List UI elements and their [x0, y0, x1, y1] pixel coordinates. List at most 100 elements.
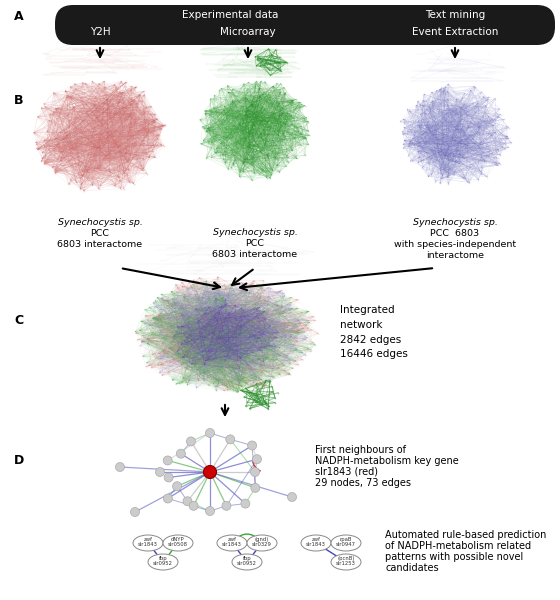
Point: [156, 360, 165, 370]
Point: [276, 370, 284, 380]
Point: [200, 106, 209, 116]
Point: [162, 301, 171, 310]
Point: [444, 172, 452, 182]
Point: [236, 111, 245, 121]
Point: [175, 301, 184, 311]
Point: [77, 171, 86, 181]
Point: [427, 88, 436, 97]
Point: [493, 161, 502, 170]
Point: [154, 310, 163, 320]
Point: [172, 298, 181, 307]
Point: [257, 375, 266, 385]
Point: [413, 121, 422, 130]
Point: [211, 287, 220, 297]
Point: [229, 386, 238, 395]
Point: [273, 161, 282, 170]
Point: [151, 296, 160, 305]
Point: [232, 368, 241, 378]
Point: [140, 319, 149, 328]
Point: [283, 58, 292, 67]
Point: [283, 109, 292, 118]
Point: [276, 85, 284, 94]
Point: [137, 336, 146, 346]
Point: [255, 323, 264, 333]
Point: [169, 334, 178, 343]
Point: [302, 134, 311, 143]
Point: [151, 353, 160, 362]
Point: [426, 104, 435, 113]
Point: [234, 300, 243, 310]
Point: [246, 112, 255, 122]
Point: [199, 348, 208, 358]
Point: [260, 391, 269, 400]
Point: [458, 93, 467, 103]
Ellipse shape: [163, 535, 193, 551]
Point: [302, 113, 311, 122]
Point: [67, 143, 76, 153]
Point: [218, 343, 227, 352]
Point: [95, 139, 104, 148]
Point: [444, 95, 452, 104]
Point: [256, 305, 265, 315]
Point: [209, 320, 218, 330]
Point: [266, 293, 275, 303]
Point: [235, 167, 244, 177]
Point: [71, 84, 80, 94]
Point: [254, 308, 263, 318]
Point: [132, 116, 141, 126]
Point: [256, 109, 265, 119]
Text: Synechocystis sp.: Synechocystis sp.: [58, 218, 142, 227]
Point: [175, 308, 184, 318]
Point: [127, 82, 136, 91]
Point: [202, 314, 211, 323]
Point: [278, 301, 287, 311]
Text: slr0508: slr0508: [168, 542, 188, 547]
Point: [180, 295, 189, 305]
Point: [273, 355, 282, 364]
Point: [241, 311, 250, 321]
Point: [157, 371, 166, 380]
Point: [441, 82, 450, 92]
Point: [461, 107, 470, 117]
Point: [266, 321, 275, 331]
Point: [254, 302, 263, 311]
Point: [231, 320, 240, 329]
Point: [479, 112, 488, 121]
Circle shape: [226, 435, 235, 444]
Point: [156, 354, 165, 364]
Point: [424, 172, 433, 181]
Point: [254, 293, 263, 302]
Point: [437, 147, 446, 157]
Point: [211, 119, 220, 128]
Point: [405, 137, 414, 146]
Point: [293, 334, 302, 343]
Point: [159, 141, 168, 151]
Point: [150, 127, 159, 136]
Point: [200, 310, 209, 319]
Point: [172, 302, 181, 311]
Point: [159, 349, 168, 359]
Point: [204, 138, 213, 148]
Point: [56, 148, 65, 158]
Point: [262, 114, 271, 124]
Point: [200, 328, 209, 338]
Point: [141, 305, 150, 314]
Point: [174, 349, 183, 359]
Point: [224, 335, 233, 344]
Point: [126, 110, 135, 120]
Point: [118, 128, 127, 137]
Point: [260, 140, 269, 149]
Point: [264, 292, 273, 301]
Point: [240, 376, 249, 386]
Point: [133, 99, 142, 109]
Point: [249, 95, 258, 105]
Point: [234, 307, 243, 316]
Point: [174, 338, 183, 348]
Point: [154, 313, 163, 322]
Point: [194, 316, 203, 325]
Point: [147, 101, 156, 111]
Point: [147, 328, 156, 338]
Point: [40, 159, 49, 169]
Point: [252, 389, 261, 399]
Point: [192, 350, 200, 359]
